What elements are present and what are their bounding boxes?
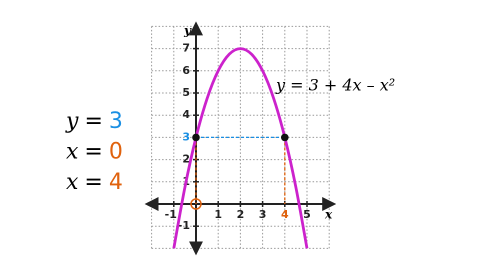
value: 0: [109, 140, 123, 165]
point: [281, 133, 289, 142]
y-axis-label: y: [183, 24, 192, 38]
x-tick-label: -1: [165, 208, 177, 221]
y-tick-label: 7: [182, 42, 190, 55]
x-axis-label: x: [324, 208, 333, 222]
variable: y: [65, 109, 79, 134]
y-tick-label: 4: [182, 108, 190, 121]
y-tick-label: 3: [182, 130, 190, 143]
equation: y = 3 + 4x – x²: [275, 76, 395, 95]
equation-line: y = 3: [65, 109, 123, 134]
x-tick-label: 2: [237, 208, 245, 221]
equation-line: x = 0: [66, 140, 123, 165]
origin-marker: [190, 198, 202, 210]
variable: x: [66, 170, 79, 195]
x-tick-label: 1: [214, 208, 222, 221]
sign: =: [84, 109, 102, 134]
point: [192, 133, 200, 142]
value: 4: [109, 170, 123, 195]
x-tick-label: 3: [259, 208, 267, 221]
y-tick-label: -1: [178, 219, 190, 232]
y-tick-label: 2: [182, 153, 190, 166]
x-tick-label: 5: [303, 208, 311, 221]
value: 3: [109, 109, 123, 134]
variable: x: [66, 140, 79, 165]
y-tick-label: 5: [182, 86, 190, 99]
y-tick-label: 6: [182, 64, 190, 77]
sign: =: [84, 170, 102, 195]
sign: =: [84, 140, 102, 165]
equation-line: x = 4: [66, 170, 123, 195]
x-tick-label: 4: [281, 208, 289, 221]
